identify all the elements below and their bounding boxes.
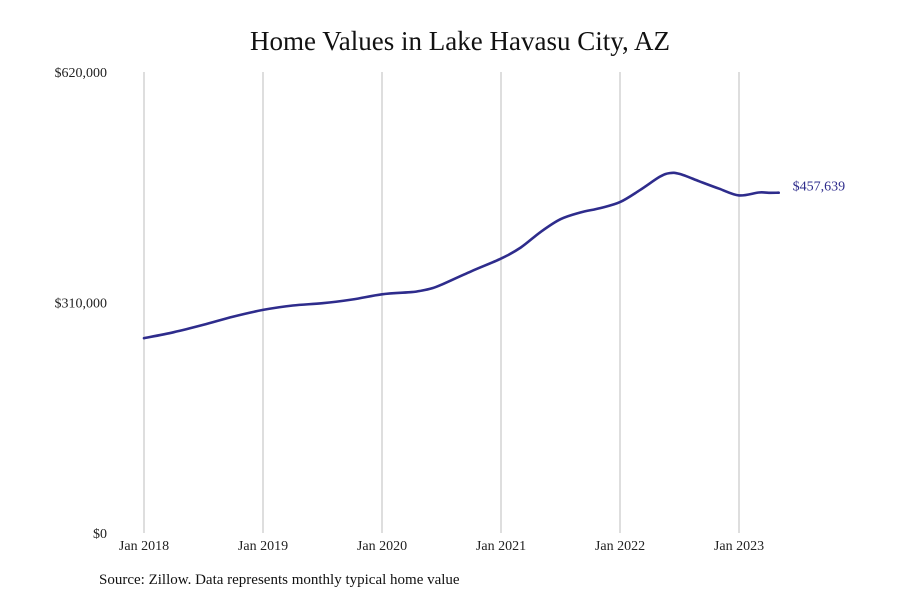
y-tick-label: $0 [93, 527, 107, 542]
y-tick-label: $620,000 [55, 66, 108, 81]
x-axis-labels: Jan 2018 Jan 2019 Jan 2020 Jan 2021 Jan 2022… [119, 539, 764, 554]
x-tick-label: Jan 2019 [238, 539, 288, 554]
x-tick-label: Jan 2023 [714, 539, 764, 554]
source-note: Source: Zillow. Data represents monthly … [99, 572, 460, 588]
chart-title: Home Values in Lake Havasu City, AZ [250, 26, 670, 56]
y-tick-label: $310,000 [55, 297, 108, 312]
y-axis-labels: $0 $310,000 $620,000 [55, 66, 108, 542]
x-tick-label: Jan 2021 [476, 539, 526, 554]
end-value-label: $457,639 [793, 180, 846, 195]
x-tick-label: Jan 2020 [357, 539, 407, 554]
gridlines [143, 72, 740, 533]
series-line-home-value [142, 171, 780, 340]
x-tick-label: Jan 2022 [595, 539, 645, 554]
x-tick-label: Jan 2018 [119, 539, 169, 554]
